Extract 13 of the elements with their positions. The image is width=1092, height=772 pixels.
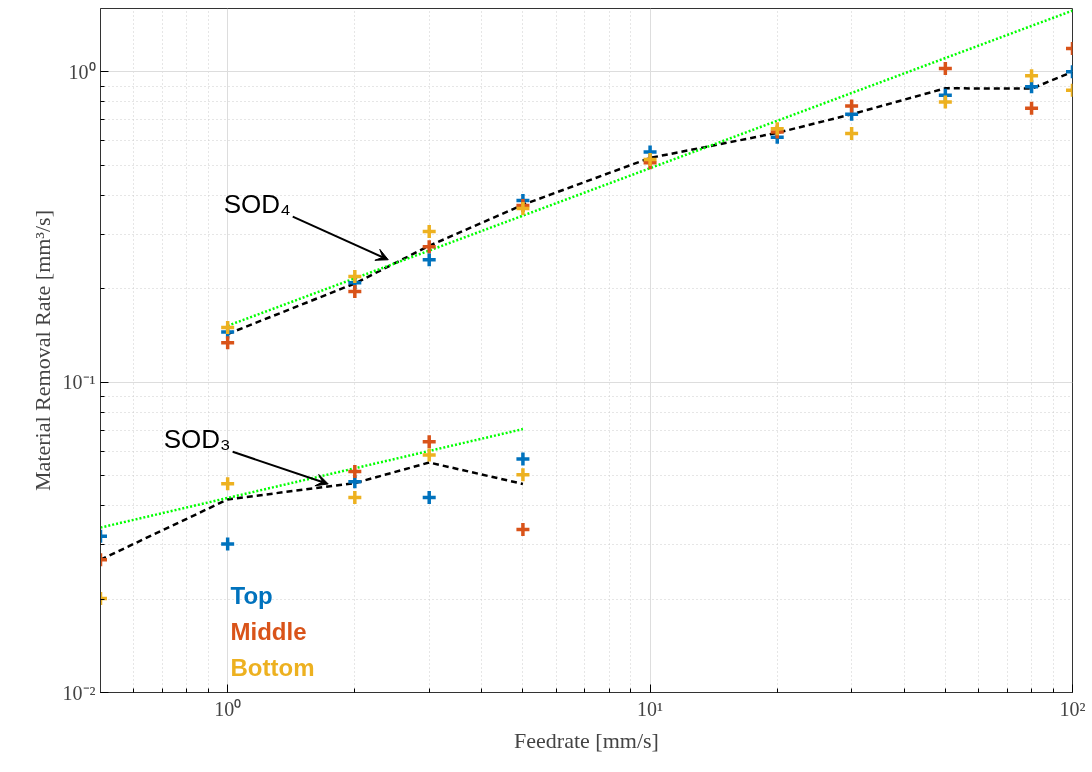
text: Bottom: [230, 653, 315, 681]
y-tick-label: 10⁻¹: [62, 371, 96, 394]
x-axis-title: Feedrate [mm/s]: [514, 727, 659, 753]
text: Middle: [230, 617, 307, 645]
annotation: SOD₄: [223, 188, 291, 219]
annotation: SOD₃: [163, 423, 231, 454]
x-tick-label: 10⁰: [214, 697, 242, 720]
y-tick-label: 10⁰: [68, 60, 96, 83]
x-tick-label: 10¹: [637, 697, 664, 720]
y-tick-label: 10⁻²: [62, 681, 96, 704]
y-axis-title: Material Removal Rate [mm³/s]: [29, 210, 55, 491]
x-tick-label: 10²: [1059, 697, 1086, 720]
series-label: Top: [230, 581, 273, 609]
